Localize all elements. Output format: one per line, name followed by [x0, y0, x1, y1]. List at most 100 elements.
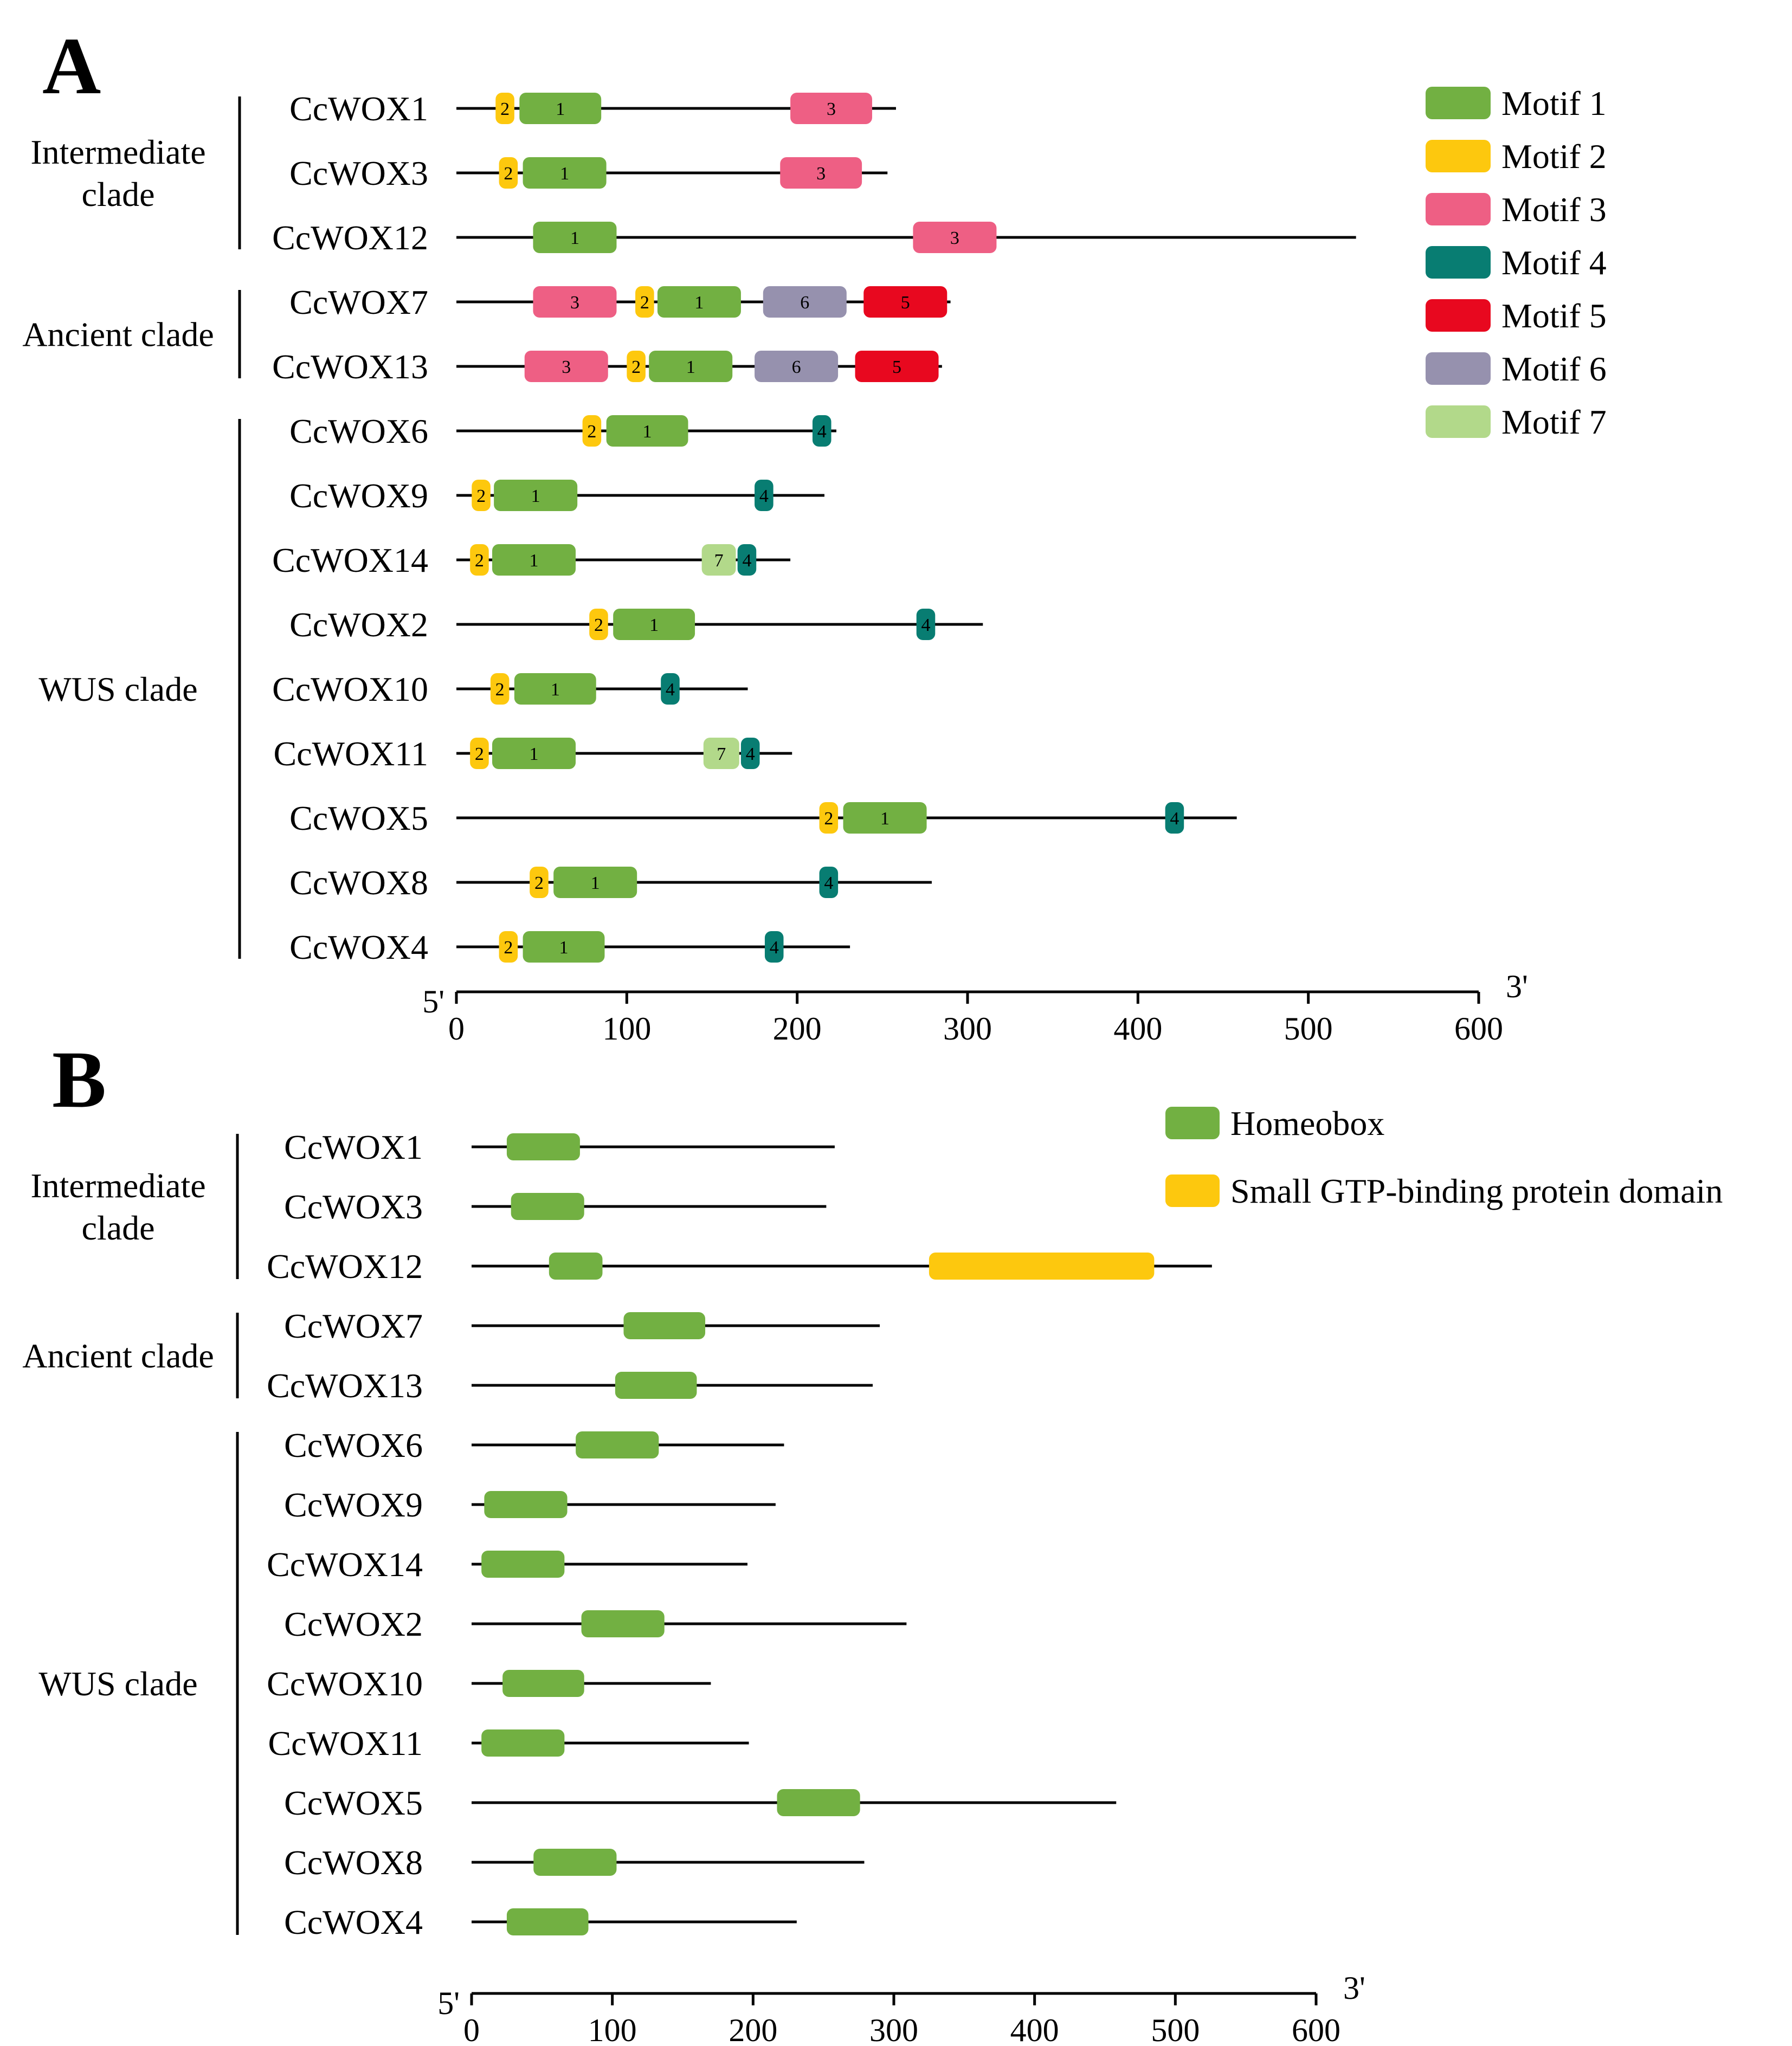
gene-row-ccwox2: CcWOX2 2 1 4: [289, 605, 983, 644]
gene-row-ccwox11: CcWOX11: [268, 1724, 749, 1763]
motif-2-box: [495, 93, 514, 124]
three-prime-label: 3': [1506, 969, 1528, 1004]
gene-name: CcWOX9: [289, 476, 428, 515]
motif-4-box: [764, 931, 784, 963]
homeobox-domain-box: [506, 1908, 589, 1935]
homeobox-domain-box: [615, 1372, 697, 1399]
clade-label: Ancient clade: [22, 1337, 214, 1375]
motif-4-box: [812, 415, 831, 447]
motif-number: 5: [892, 357, 901, 377]
homeobox-domain-box: [623, 1312, 706, 1339]
clade-label: clade: [82, 175, 155, 214]
legend-swatch: [1165, 1107, 1220, 1139]
gene-row-ccwox13: CcWOX13 3 2 1 6 5: [272, 347, 942, 386]
motif-2-box: [627, 351, 646, 382]
legend-label: Motif 3: [1501, 190, 1607, 229]
motif-2-box: [499, 931, 518, 963]
homeobox-domain-box: [481, 1729, 565, 1757]
gene-row-ccwox9: CcWOX9 2 1 4: [289, 476, 824, 515]
clade-label: WUS clade: [38, 670, 197, 708]
motif-4-box: [1165, 802, 1184, 834]
tick-label: 100: [588, 2012, 637, 2046]
clade-label: Intermediate: [30, 133, 205, 171]
motif-3-box: [533, 286, 617, 318]
motif-number: 2: [587, 422, 596, 442]
motif-1-box: [533, 222, 617, 253]
motif-2-box: [470, 738, 489, 769]
legend-label: Small GTP-binding protein domain: [1230, 1172, 1723, 1210]
tick-label: 600: [1292, 2012, 1340, 2046]
gene-name: CcWOX2: [289, 605, 428, 644]
motif-1-box: [519, 93, 602, 124]
tick-label: 400: [1113, 1011, 1162, 1047]
motif-number: 7: [714, 551, 724, 571]
gene-row-ccwox8: CcWOX8 2 1 4: [289, 863, 932, 902]
gene-name: CcWOX12: [272, 218, 428, 257]
gene-row-ccwox14: CcWOX14: [267, 1545, 747, 1584]
legend: Homeobox Small GTP-binding protein domain: [1165, 1104, 1723, 1210]
motif-3-box: [780, 157, 862, 189]
gene-name: CcWOX5: [289, 799, 428, 837]
gene-row-ccwox4: CcWOX4: [284, 1903, 797, 1941]
gene-row-ccwox3: CcWOX3 2 1 3: [289, 154, 888, 192]
motif-number: 2: [631, 357, 641, 377]
gene-name: CcWOX13: [272, 347, 428, 386]
motif-number: 2: [534, 873, 544, 893]
motif-1-box: [492, 738, 576, 769]
motif-1-box: [553, 867, 637, 898]
motif-number: 2: [476, 486, 486, 506]
gene-name: CcWOX9: [284, 1486, 423, 1524]
gene-name: CcWOX3: [284, 1187, 423, 1226]
homeobox-domain-box: [481, 1551, 565, 1578]
motif-2-box: [490, 673, 510, 705]
three-prime-label: 3': [1343, 1970, 1365, 2006]
motif-4-box: [737, 544, 757, 576]
gene-name: CcWOX7: [289, 283, 428, 321]
tick-label: 300: [943, 1011, 992, 1047]
motif-number: 1: [560, 164, 569, 184]
motif-3-box: [790, 93, 872, 124]
motif-number: 2: [475, 744, 484, 764]
motif-1-box: [494, 480, 578, 511]
legend-swatch: [1426, 246, 1491, 279]
motif-number: 2: [500, 99, 510, 119]
tick-label: 100: [602, 1011, 651, 1047]
motif-number: 1: [880, 809, 889, 829]
motif-number: 4: [746, 744, 755, 764]
gene-row-ccwox12: CcWOX12: [267, 1247, 1212, 1286]
motif-number: 2: [504, 164, 513, 184]
clade-label: Intermediate: [30, 1166, 205, 1205]
legend-label: Motif 4: [1501, 243, 1607, 282]
motif-1-box: [843, 802, 927, 834]
gene-name: CcWOX8: [289, 863, 428, 902]
motif-number: 3: [562, 357, 571, 377]
motif-number: 3: [827, 99, 836, 119]
tick-label: 0: [448, 1011, 465, 1047]
motif-number: 3: [950, 228, 959, 248]
homeobox-domain-box: [502, 1670, 584, 1697]
motif-4-box: [661, 673, 680, 705]
motif-1-box: [613, 609, 695, 640]
motif-4-box: [916, 609, 936, 640]
tick-label: 200: [729, 2012, 777, 2046]
motif-2-box: [530, 867, 549, 898]
motif-number: 4: [1170, 809, 1179, 829]
tick-label: 500: [1151, 2012, 1200, 2046]
motif-number: 1: [531, 486, 540, 506]
gene-name: CcWOX6: [284, 1426, 423, 1464]
gene-name: CcWOX4: [284, 1903, 423, 1941]
gene-row-ccwox2: CcWOX2: [284, 1605, 907, 1643]
motif-1-box: [514, 673, 596, 705]
gene-row-ccwox8: CcWOX8: [284, 1843, 865, 1882]
motif-1-box: [606, 415, 688, 447]
gene-name: CcWOX11: [273, 734, 428, 773]
x-axis: 0 100 200 300 400 500 600 5' 3': [437, 1970, 1365, 2046]
legend-label: Motif 6: [1501, 350, 1607, 388]
motif-2-box: [472, 480, 491, 511]
gene-row-ccwox11: CcWOX11 2 1 7 4: [273, 734, 792, 773]
gene-name: CcWOX13: [267, 1366, 423, 1405]
gene-row-ccwox4: CcWOX4 2 1 4: [289, 928, 850, 966]
gene-row-ccwox6: CcWOX6: [284, 1426, 784, 1464]
gene-name: CcWOX12: [267, 1247, 423, 1286]
